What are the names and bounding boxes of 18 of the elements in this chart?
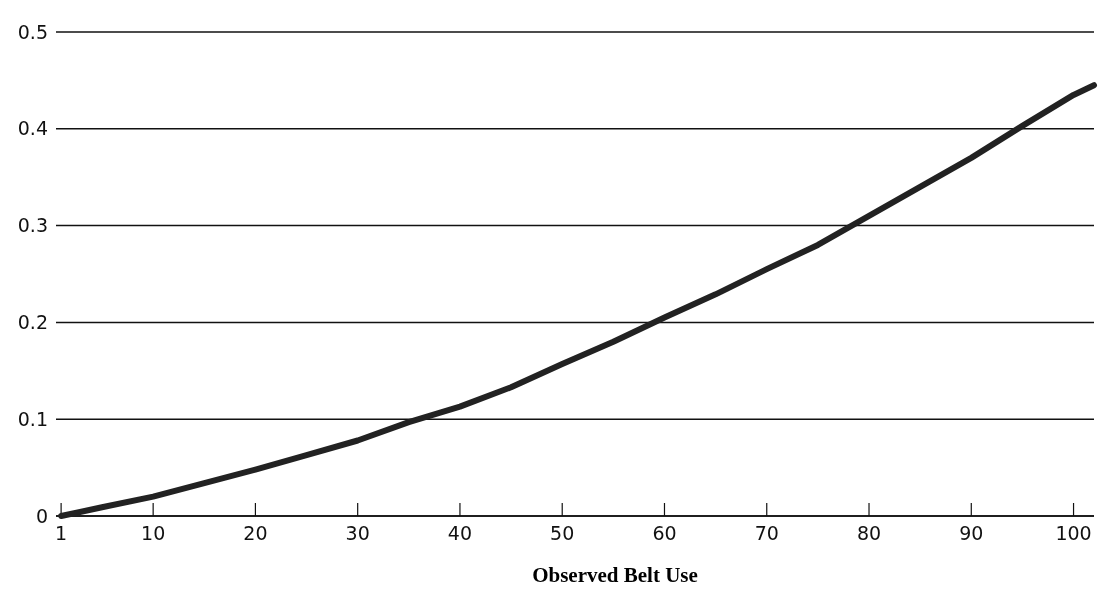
x-tick-label: 40 bbox=[447, 522, 473, 544]
x-tick-label: 30 bbox=[345, 522, 370, 544]
y-tick-label: 0.5 bbox=[17, 20, 48, 43]
y-tick-label: 0.2 bbox=[17, 311, 48, 334]
x-tick-label: 100 bbox=[1055, 522, 1092, 544]
x-tick-label: 10 bbox=[141, 522, 166, 544]
y-tick-label: 0.1 bbox=[17, 407, 48, 430]
y-tick-label: 0.3 bbox=[17, 214, 48, 237]
x-tick-label: 70 bbox=[754, 522, 779, 544]
x-tick-label: 1 bbox=[55, 522, 68, 544]
x-tick-label: 90 bbox=[959, 522, 984, 544]
x-tick-label: 60 bbox=[652, 522, 677, 544]
y-tick-label: 0 bbox=[35, 504, 48, 527]
x-tick-label: 80 bbox=[856, 522, 882, 544]
x-tick-label: 20 bbox=[243, 522, 268, 544]
x-tick-label: 50 bbox=[550, 522, 575, 544]
y-tick-label: 0.4 bbox=[17, 117, 48, 140]
x-axis-title: Observed Belt Use bbox=[532, 563, 698, 587]
